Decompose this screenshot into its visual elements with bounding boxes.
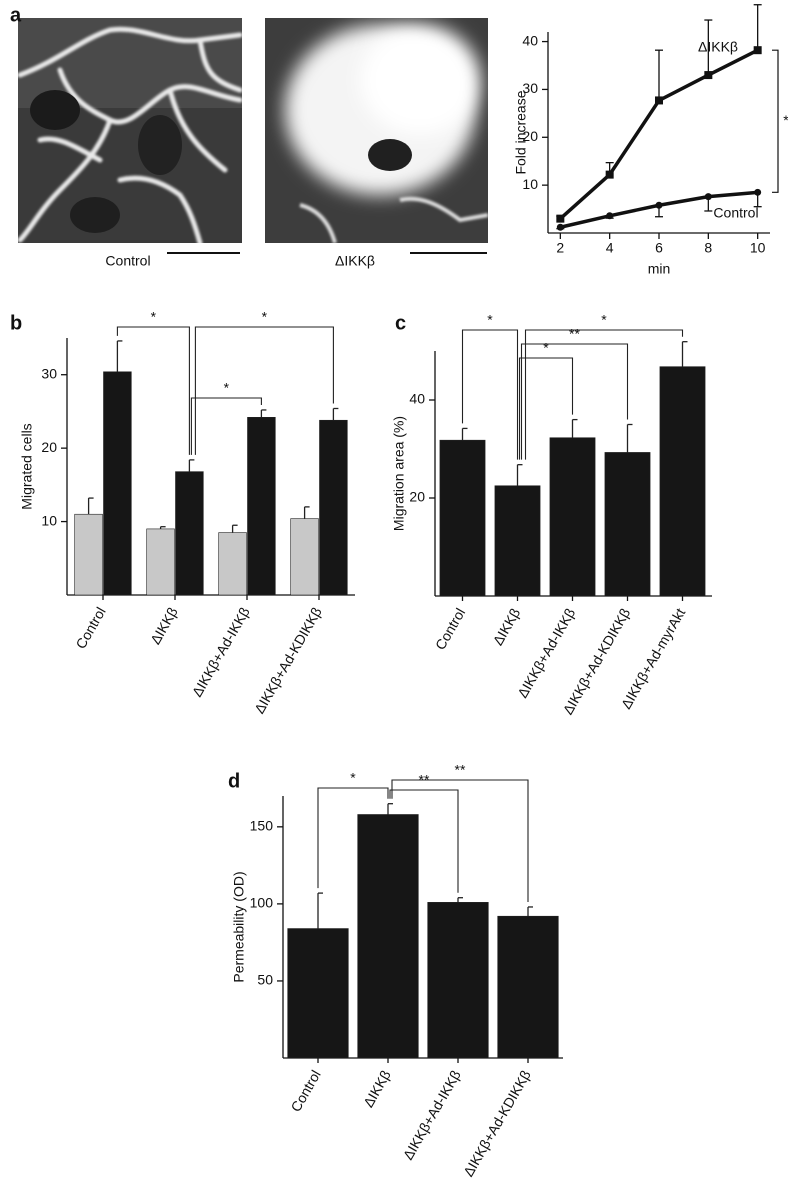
bar: [287, 928, 349, 1059]
significance-label: *: [151, 309, 157, 325]
significance-bracket: [391, 779, 529, 902]
y-tick-label: 20: [522, 128, 538, 144]
significance-bracket: [524, 329, 684, 460]
image-caption: Control: [105, 253, 150, 269]
marker: [704, 71, 713, 80]
bar: [74, 513, 103, 596]
y-tick-label: 10: [522, 176, 538, 192]
significance-label: *: [487, 312, 493, 328]
x-tick-label: 4: [606, 240, 614, 256]
y-axis-label: Migration area (%): [391, 416, 407, 531]
significance-bracket: [518, 357, 574, 460]
image-caption: ΔIKKβ: [335, 253, 375, 269]
micrograph-ikk: [265, 18, 488, 243]
x-tick-label: 10: [750, 240, 766, 256]
panel-label: a: [10, 4, 22, 26]
marker: [753, 46, 762, 55]
significance-label: **: [569, 326, 580, 342]
bar: [103, 371, 132, 596]
x-tick-label: ΔIKKβ+Ad-KDIKKβ: [251, 604, 325, 716]
y-tick-label: 150: [250, 818, 274, 834]
marker: [655, 201, 663, 209]
significance-label: *: [543, 340, 549, 356]
x-tick-label: ΔIKKβ: [147, 604, 181, 647]
y-tick-label: 40: [409, 391, 425, 407]
marker: [606, 212, 614, 220]
y-tick-label: 50: [257, 972, 273, 988]
marker: [605, 170, 614, 179]
bar: [175, 471, 204, 596]
bar: [439, 439, 486, 597]
x-tick-label: Control: [432, 605, 468, 652]
bar: [549, 437, 596, 597]
x-tick-label: ΔIKKβ: [489, 605, 523, 648]
x-tick-label: ΔIKKβ+Ad-IKKβ: [400, 1067, 464, 1162]
bar: [319, 419, 348, 596]
x-tick-label: Control: [72, 604, 108, 651]
micrograph-control: [18, 18, 242, 243]
x-tick-label: Control: [287, 1067, 323, 1114]
x-tick-label: ΔIKKβ+Ad-KDIKKβ: [460, 1067, 534, 1179]
significance-label: *: [783, 112, 788, 128]
x-tick-label: 8: [704, 240, 712, 256]
significance-label: *: [601, 312, 607, 328]
y-axis-label: Migrated cells: [19, 423, 35, 509]
y-tick-label: 100: [250, 895, 274, 911]
significance-bracket: [389, 789, 459, 893]
bar: [146, 528, 175, 596]
bar: [604, 452, 651, 597]
y-tick-label: 30: [41, 365, 57, 381]
bar: [494, 485, 541, 597]
y-axis-label: Fold increase: [513, 90, 529, 174]
bar: [427, 902, 489, 1059]
significance-bracket: [461, 329, 519, 460]
significance-label: *: [350, 770, 356, 786]
bar: [290, 518, 319, 596]
y-tick-label: 20: [409, 489, 425, 505]
marker: [704, 193, 712, 201]
panel-label: b: [10, 312, 22, 334]
significance-label: *: [262, 309, 268, 325]
y-axis-label: Permeability (OD): [231, 871, 247, 982]
significance-bracket: [520, 343, 629, 460]
panel-label: c: [395, 312, 406, 334]
marker: [754, 188, 762, 196]
marker: [556, 223, 564, 231]
marker: [556, 214, 565, 223]
series-label: Control: [713, 205, 758, 221]
series-label: ΔIKKβ: [698, 39, 738, 55]
bar: [218, 532, 247, 596]
x-axis-label: min: [648, 261, 671, 277]
significance-bracket: [317, 787, 389, 889]
x-tick-label: ΔIKKβ+Ad-IKKβ: [189, 604, 253, 699]
bar: [659, 366, 706, 597]
y-tick-label: 30: [522, 80, 538, 96]
panel-label: d: [228, 770, 240, 792]
significance-bracket: [194, 326, 334, 455]
y-tick-label: 40: [522, 32, 538, 48]
marker: [655, 96, 663, 105]
bar: [497, 915, 559, 1059]
y-tick-label: 20: [41, 439, 57, 455]
y-tick-label: 10: [41, 512, 57, 528]
x-tick-label: 6: [655, 240, 663, 256]
bar: [357, 814, 419, 1059]
bar: [247, 417, 276, 596]
significance-label: *: [224, 380, 230, 396]
x-tick-label: ΔIKKβ+Ad-IKKβ: [514, 605, 578, 700]
significance-bracket: [190, 397, 262, 455]
significance-bracket: [116, 326, 190, 455]
x-tick-label: ΔIKKβ: [360, 1067, 394, 1110]
significance-label: **: [455, 762, 466, 778]
significance-bracket: [772, 49, 779, 193]
x-tick-label: 2: [556, 240, 564, 256]
